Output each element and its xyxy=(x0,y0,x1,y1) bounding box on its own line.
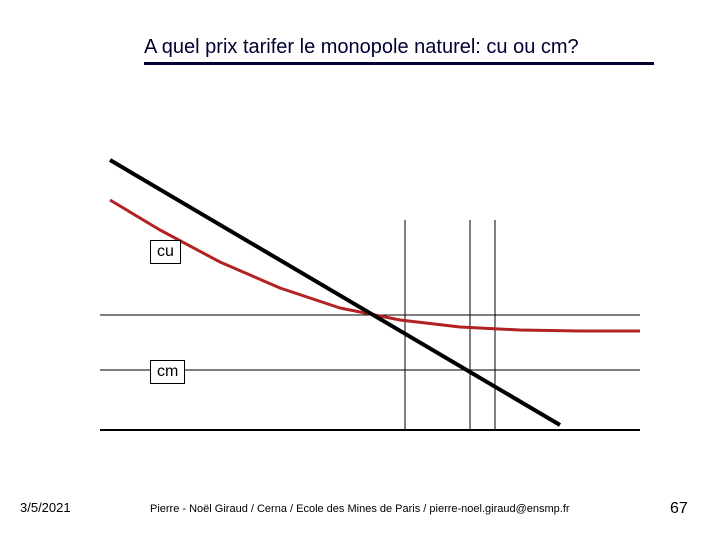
footer-page-number: 67 xyxy=(670,500,688,518)
chart-svg xyxy=(100,120,640,450)
slide: A quel prix tarifer le monopole naturel:… xyxy=(0,0,720,540)
label-cu: cu xyxy=(150,240,181,264)
footer-credit: Pierre - Noël Giraud / Cerna / Ecole des… xyxy=(150,503,570,515)
title-underline xyxy=(144,62,654,65)
label-cm: cm xyxy=(150,360,185,384)
slide-title: A quel prix tarifer le monopole naturel:… xyxy=(144,36,579,59)
chart-area: cu cm xyxy=(100,120,640,450)
footer-date: 3/5/2021 xyxy=(20,500,71,515)
